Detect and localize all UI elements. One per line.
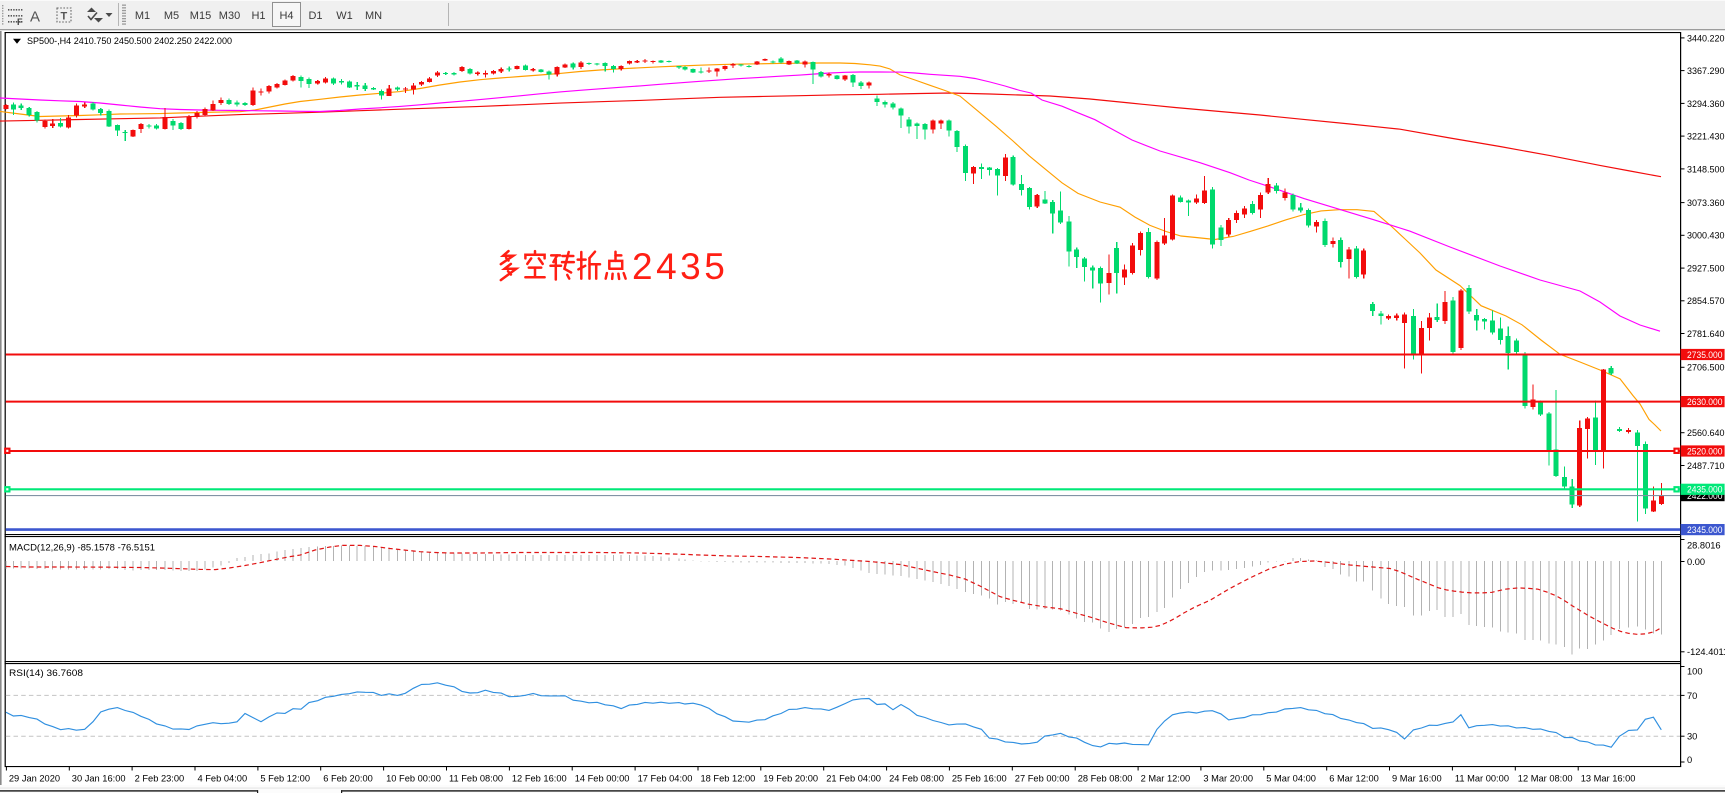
svg-text:-124.4011: -124.4011 <box>1687 647 1725 657</box>
svg-text:3221.430: 3221.430 <box>1687 132 1725 142</box>
svg-text:3073.360: 3073.360 <box>1687 198 1725 208</box>
svg-text:5 Feb 12:00: 5 Feb 12:00 <box>260 773 310 783</box>
svg-text:5 Mar 04:00: 5 Mar 04:00 <box>1266 773 1316 783</box>
svg-text:2706.500: 2706.500 <box>1687 363 1725 373</box>
svg-text:30: 30 <box>1687 732 1697 742</box>
svg-text:MN: MN <box>365 10 382 22</box>
svg-text:3000.430: 3000.430 <box>1687 231 1725 241</box>
svg-text:3440.220: 3440.220 <box>1687 33 1725 43</box>
svg-text:M5: M5 <box>164 10 179 22</box>
svg-text:2854.570: 2854.570 <box>1687 296 1725 306</box>
svg-text:28.8016: 28.8016 <box>1687 540 1721 550</box>
svg-text:M1: M1 <box>135 10 150 22</box>
svg-text:2560.640: 2560.640 <box>1687 428 1725 438</box>
svg-text:2487.710: 2487.710 <box>1687 461 1725 471</box>
svg-text:3148.500: 3148.500 <box>1687 164 1725 174</box>
svg-text:RSI(14) 36.7608: RSI(14) 36.7608 <box>9 668 83 679</box>
svg-text:0: 0 <box>1687 755 1692 765</box>
svg-text:2345.000: 2345.000 <box>1687 525 1723 535</box>
svg-text:MACD(12,26,9) -85.1578 -76.515: MACD(12,26,9) -85.1578 -76.5151 <box>9 542 155 553</box>
svg-text:2927.500: 2927.500 <box>1687 264 1725 274</box>
svg-text:11 Feb 08:00: 11 Feb 08:00 <box>449 773 503 783</box>
svg-text:4 Feb 04:00: 4 Feb 04:00 <box>198 773 248 783</box>
svg-text:3 Mar 20:00: 3 Mar 20:00 <box>1203 773 1253 783</box>
svg-text:T: T <box>61 11 68 23</box>
svg-text:27 Feb 00:00: 27 Feb 00:00 <box>1015 773 1070 783</box>
svg-text:29 Jan 2020: 29 Jan 2020 <box>9 773 60 783</box>
svg-text:2435.000: 2435.000 <box>1687 485 1723 495</box>
svg-text:2781.640: 2781.640 <box>1687 329 1725 339</box>
svg-text:H4: H4 <box>279 10 293 22</box>
svg-text:2422.000: 2422.000 <box>1687 491 1723 501</box>
svg-text:3294.360: 3294.360 <box>1687 99 1725 109</box>
svg-text:10 Feb 00:00: 10 Feb 00:00 <box>386 773 441 783</box>
svg-text:25 Feb 16:00: 25 Feb 16:00 <box>952 773 1007 783</box>
svg-text:2735.000: 2735.000 <box>1687 350 1723 360</box>
svg-text:M15: M15 <box>190 10 211 22</box>
svg-text:30 Jan 16:00: 30 Jan 16:00 <box>72 773 126 783</box>
svg-text:12 Feb 16:00: 12 Feb 16:00 <box>512 773 567 783</box>
svg-text:9 Mar 16:00: 9 Mar 16:00 <box>1392 773 1442 783</box>
svg-text:W1: W1 <box>336 10 353 22</box>
svg-text:100: 100 <box>1687 666 1703 676</box>
svg-text:M30: M30 <box>219 10 240 22</box>
svg-text:17 Feb 04:00: 17 Feb 04:00 <box>638 773 693 783</box>
svg-text:SP500-,H4 2410.750 2450.500 2: SP500-,H4 2410.750 2450.500 2402.250 242… <box>27 36 232 47</box>
svg-text:D1: D1 <box>308 10 322 22</box>
svg-text:6 Mar 12:00: 6 Mar 12:00 <box>1329 773 1379 783</box>
svg-text:H1: H1 <box>251 10 265 22</box>
svg-text:19 Feb 20:00: 19 Feb 20:00 <box>763 773 818 783</box>
svg-text:12 Mar 08:00: 12 Mar 08:00 <box>1518 773 1573 783</box>
svg-text:13 Mar 16:00: 13 Mar 16:00 <box>1581 773 1636 783</box>
svg-text:28 Feb 08:00: 28 Feb 08:00 <box>1078 773 1133 783</box>
svg-text:3367.290: 3367.290 <box>1687 66 1725 76</box>
svg-text:70: 70 <box>1687 691 1697 701</box>
svg-text:2630.000: 2630.000 <box>1687 397 1723 407</box>
svg-text:A: A <box>30 9 40 26</box>
svg-text:14 Feb 00:00: 14 Feb 00:00 <box>575 773 630 783</box>
svg-text:24 Feb 08:00: 24 Feb 08:00 <box>889 773 944 783</box>
svg-text:21 Feb 04:00: 21 Feb 04:00 <box>826 773 881 783</box>
svg-text:F: F <box>17 17 23 27</box>
svg-text:11 Mar 00:00: 11 Mar 00:00 <box>1455 773 1509 783</box>
svg-text:0.00: 0.00 <box>1687 557 1705 567</box>
svg-text:2 Feb 23:00: 2 Feb 23:00 <box>135 773 185 783</box>
svg-text:2520.000: 2520.000 <box>1687 446 1723 456</box>
svg-text:6 Feb 20:00: 6 Feb 20:00 <box>323 773 373 783</box>
svg-text:2435: 2435 <box>632 246 728 287</box>
svg-text:2 Mar 12:00: 2 Mar 12:00 <box>1141 773 1191 783</box>
svg-text:18 Feb 12:00: 18 Feb 12:00 <box>701 773 756 783</box>
